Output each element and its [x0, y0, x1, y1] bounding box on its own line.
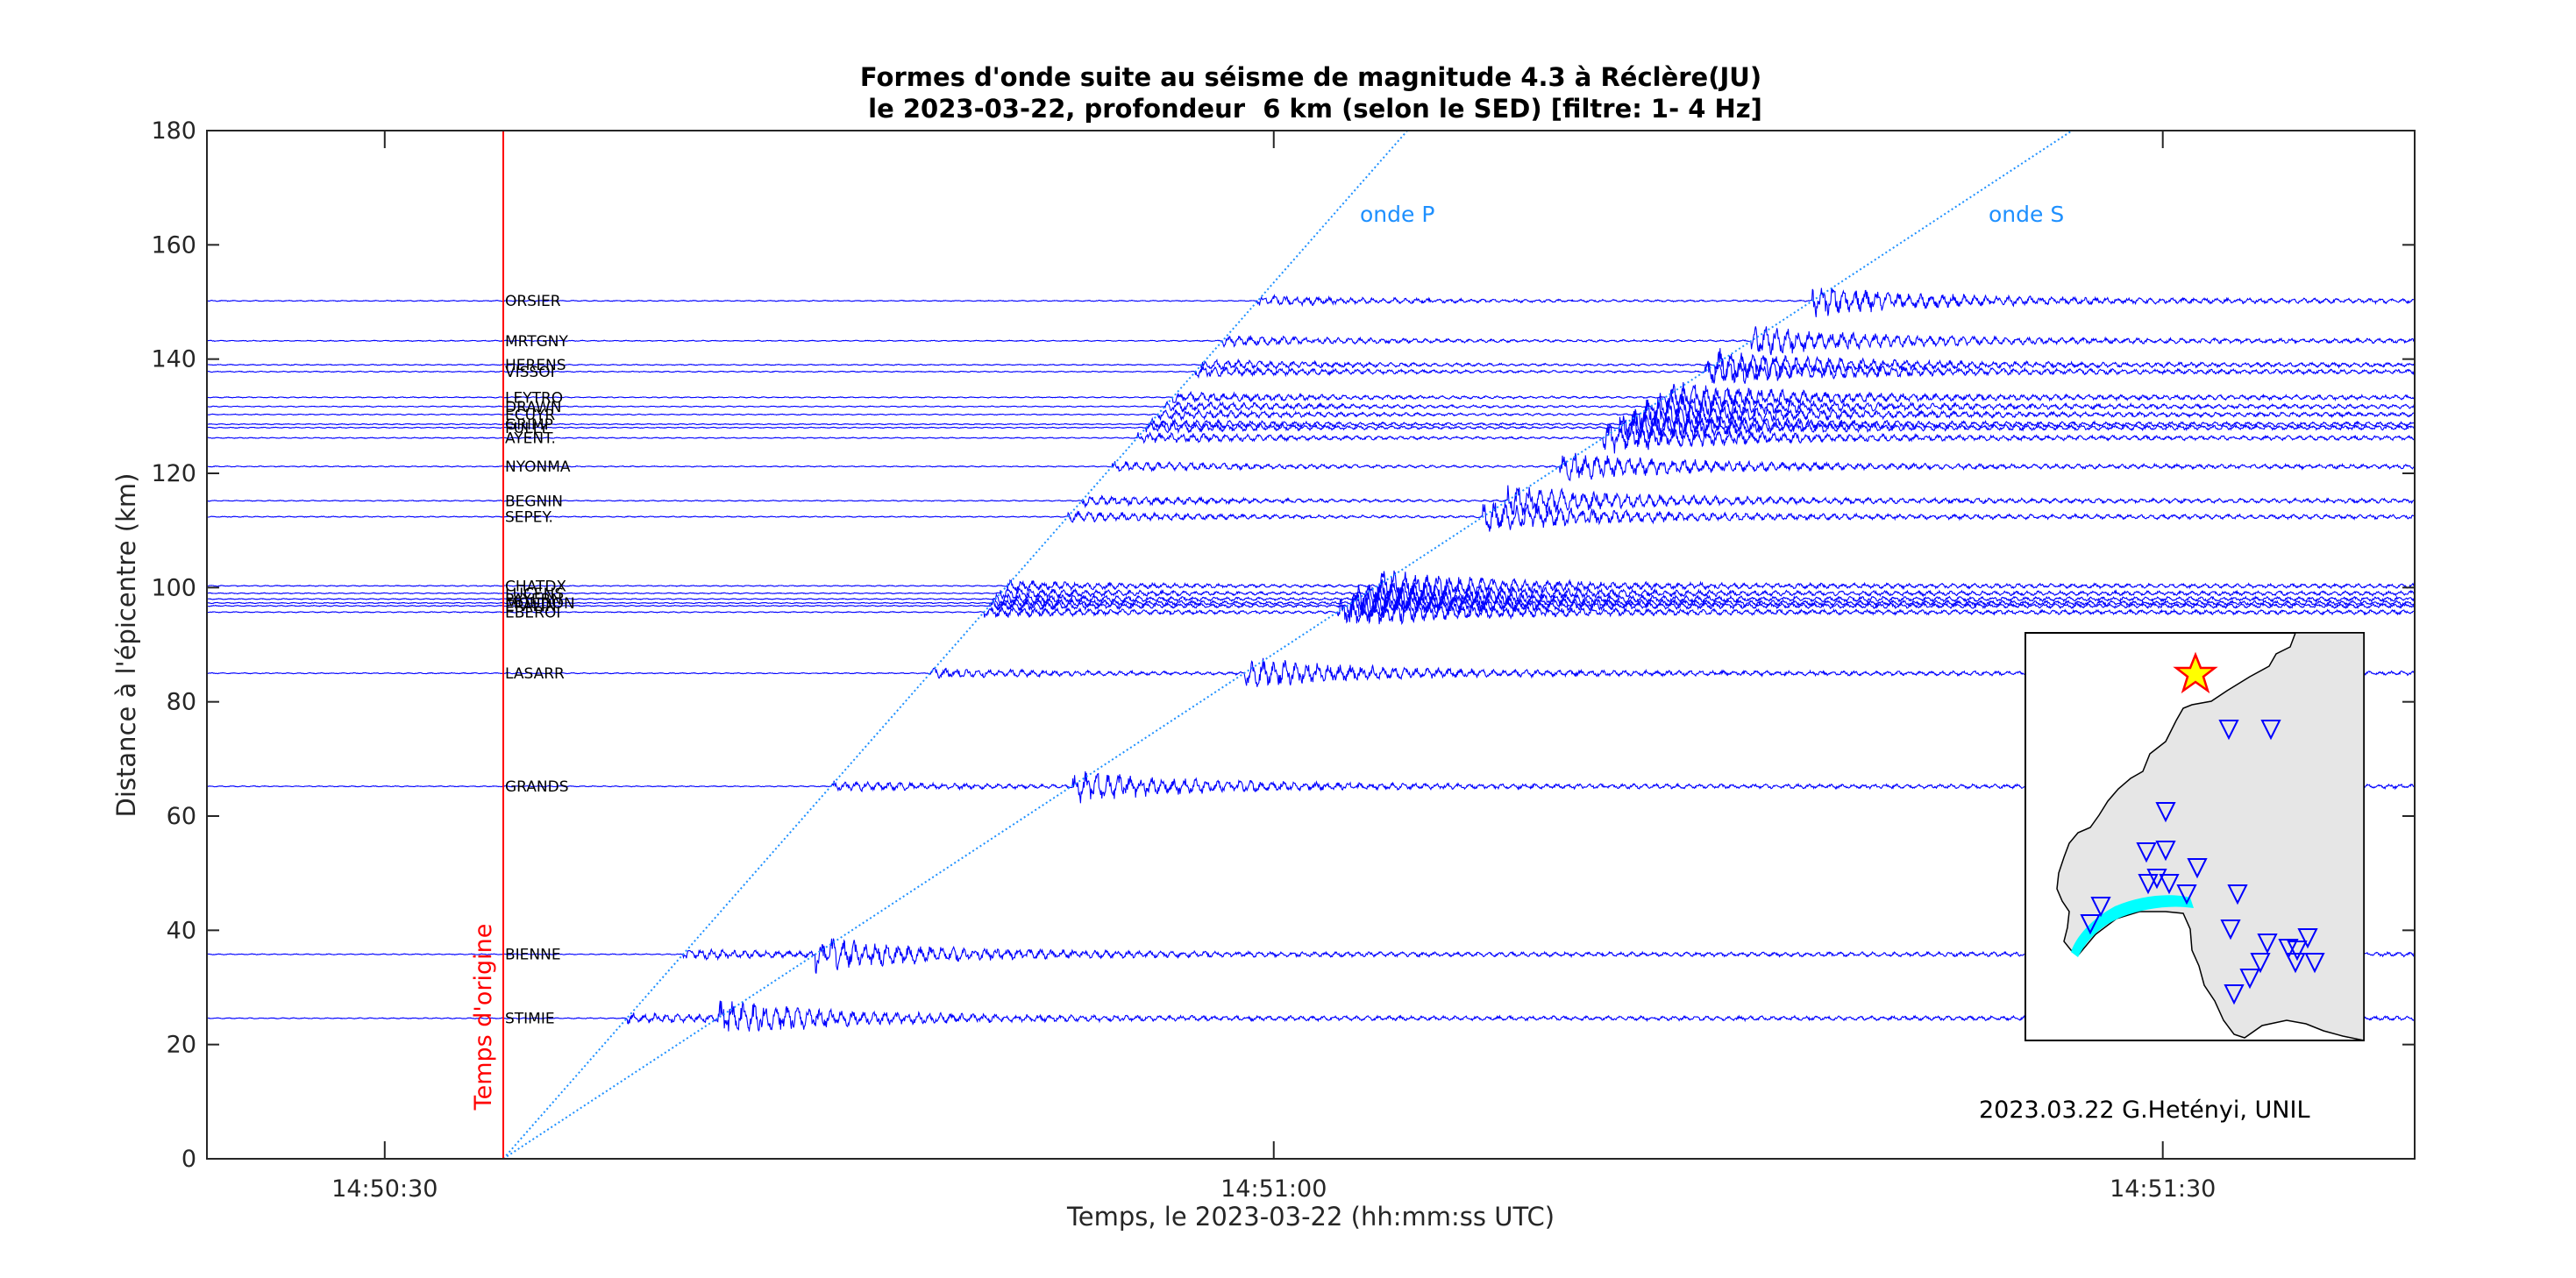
y-tick-label: 160 — [151, 231, 196, 259]
station-label: CHATDX — [505, 578, 566, 595]
inset-land-area — [2056, 632, 2365, 1041]
station-marker-icon — [2159, 874, 2180, 895]
station-marker-icon — [2138, 874, 2159, 895]
station-label: GRIMP — [505, 416, 553, 434]
trace-epalin — [207, 592, 2415, 622]
epicenter-star-icon — [2173, 651, 2218, 694]
y-tick-label: 120 — [151, 460, 196, 487]
trace-drawn — [207, 391, 2415, 419]
trace-orsier — [207, 288, 2415, 317]
trace-leytro — [207, 381, 2415, 412]
trace-begnin — [207, 485, 2415, 516]
trace-moudon — [207, 588, 2415, 618]
y-tick-label: 40 — [167, 917, 196, 944]
trace-lucens — [207, 579, 2415, 609]
trace-eberoi — [207, 596, 2415, 626]
station-label: GRANDS — [505, 778, 569, 796]
station-marker-icon — [2250, 953, 2271, 974]
station-marker-icon — [2220, 919, 2241, 941]
trace-nyonma — [207, 452, 2415, 482]
station-marker-icon — [2218, 720, 2239, 741]
station-marker-icon — [2227, 884, 2248, 905]
trace-fully — [207, 414, 2415, 443]
station-label: VISSOI — [505, 364, 555, 381]
trace-ecuyr — [207, 399, 2415, 430]
station-label: MRTGNY — [505, 333, 569, 351]
station-marker-icon — [2224, 984, 2245, 1005]
trace-vissoi — [207, 360, 2415, 384]
station-marker-icon — [2285, 953, 2306, 974]
y-tick-label: 0 — [181, 1146, 196, 1173]
trace-chatdx — [207, 570, 2415, 601]
trace-payern — [207, 584, 2415, 616]
station-label: EPALIN — [505, 598, 557, 615]
s-wave-label: onde S — [1989, 202, 2064, 227]
station-marker-icon — [2090, 897, 2111, 918]
x-tick-label: 14:51:30 — [2110, 1175, 2216, 1203]
y-tick-label: 80 — [167, 689, 196, 716]
station-inset-map — [2025, 632, 2365, 1041]
x-tick-label: 14:51:00 — [1220, 1175, 1327, 1203]
station-marker-icon — [2155, 802, 2176, 823]
station-label: SEPEY. — [505, 509, 553, 527]
trace-sepey — [207, 501, 2415, 532]
x-axis-label: Temps, le 2023-03-22 (hh:mm:ss UTC) — [1066, 1202, 1555, 1232]
station-label: NYONMA — [505, 458, 571, 476]
phase-lines — [502, 131, 2073, 1159]
station-marker-icon — [2260, 720, 2281, 741]
station-label: LUCENS — [505, 586, 564, 603]
phase-line-onde-s — [502, 131, 2073, 1159]
trace-ayent — [207, 422, 2415, 454]
station-label: BIENNE — [505, 947, 561, 964]
station-marker-icon — [2187, 858, 2208, 879]
p-wave-label: onde P — [1360, 202, 1434, 227]
station-marker-icon — [2257, 934, 2278, 955]
station-label: ORSIER — [505, 293, 561, 310]
station-marker-icon — [2304, 953, 2325, 974]
station-label: ECUYR — [505, 407, 555, 424]
station-marker-icon — [2176, 884, 2197, 905]
station-label: BEGNIN — [505, 493, 563, 510]
station-label: MOUDON — [505, 595, 575, 613]
chart-title-line-2: le 2023-03-22, profondeur 6 km (selon le… — [859, 94, 1762, 124]
inset-lake-geneva — [2071, 895, 2194, 957]
trace-mrtgny — [207, 326, 2415, 356]
station-label: AYENT. — [505, 430, 556, 448]
y-tick-label: 180 — [151, 117, 196, 145]
trace-herens — [207, 348, 2415, 380]
x-axis-ticks: 14:50:30 14:51:00 14:51:30 — [331, 131, 2216, 1203]
trace-grimp — [207, 408, 2415, 439]
station-label: EBEROI — [505, 604, 560, 621]
y-axis-ticks: 0 20 40 60 80 100 120 140 160 180 — [151, 117, 2415, 1173]
station-label: DRAWN — [505, 399, 561, 416]
y-axis-label: Distance à l'épicentre (km) — [111, 473, 141, 818]
credit-text: 2023.03.22 G.Hetényi, UNIL — [1979, 1097, 2310, 1124]
station-marker-icon — [2297, 928, 2318, 949]
plot-frame — [206, 130, 2416, 1160]
station-label: FULLY — [505, 420, 549, 437]
station-label: LASARR — [505, 665, 565, 683]
station-marker-icon — [2136, 842, 2157, 863]
origin-time-label: Temps d'origine — [470, 924, 497, 1111]
y-tick-label: 100 — [151, 574, 196, 601]
station-marker-icon — [2146, 869, 2167, 890]
station-marker-icon — [2239, 969, 2260, 990]
inset-station-markers — [2080, 720, 2325, 1005]
phase-line-onde-p — [502, 131, 1408, 1159]
station-marker-icon — [2080, 914, 2101, 935]
station-label: HERENS — [505, 357, 566, 374]
y-tick-label: 140 — [151, 346, 196, 373]
station-label: LEYTRO — [505, 389, 563, 407]
y-tick-label: 60 — [167, 803, 196, 830]
station-marker-icon — [2155, 841, 2176, 862]
station-label: PAYERN — [505, 591, 562, 608]
chart-title-line-1: Formes d'onde suite au séisme de magnitu… — [860, 62, 1761, 92]
station-label: STIMIE — [505, 1011, 555, 1028]
station-marker-icon — [2287, 941, 2308, 962]
y-tick-label: 20 — [167, 1032, 196, 1059]
x-tick-label: 14:50:30 — [331, 1175, 438, 1203]
